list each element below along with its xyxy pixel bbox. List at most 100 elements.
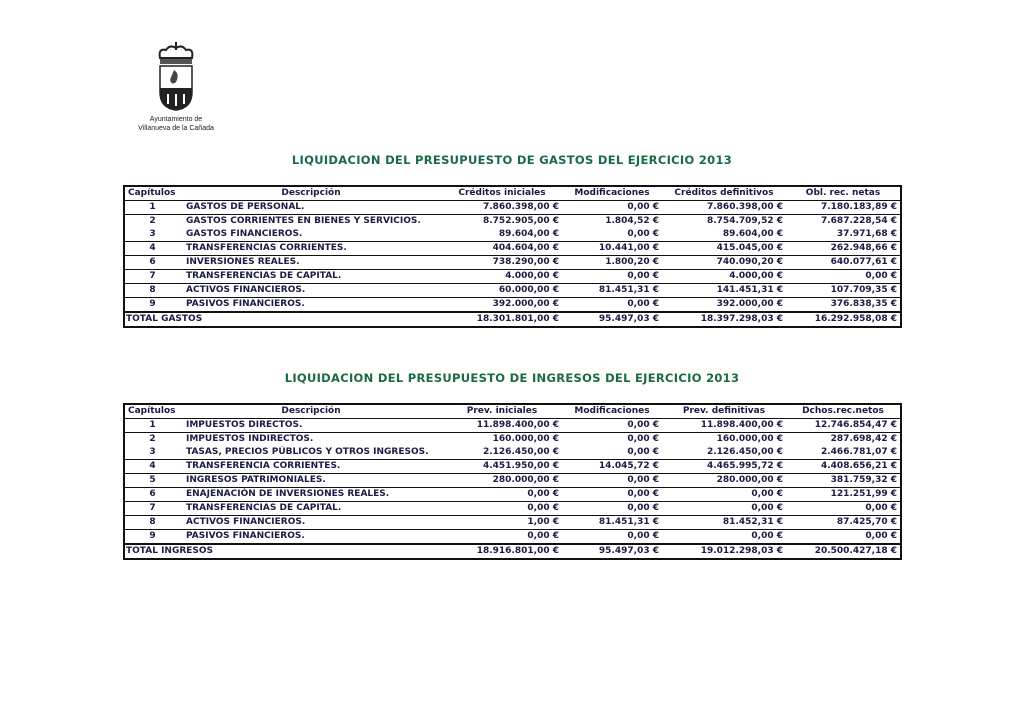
- amount-cell: 392.000,00 €: [442, 297, 562, 312]
- logo-line-1: Ayuntamiento de: [149, 116, 203, 123]
- amount-cell: 4.408.656,21 €: [786, 459, 901, 474]
- chapter-cell: 8: [124, 515, 180, 530]
- column-header: Créditos definitivos: [662, 186, 786, 201]
- description-cell: TRANSFERENCIAS DE CAPITAL.: [180, 269, 442, 284]
- table-row: 3 TASAS, PRECIOS PÚBLICOS Y OTROS INGRESO…: [124, 446, 901, 460]
- amount-cell: 404.604,00 €: [442, 241, 562, 256]
- chapter-cell: 3: [149, 447, 156, 457]
- amount-cell: 1,00 €: [442, 515, 562, 530]
- total-row: TOTAL GASTOS 18.301.801,00 €95.497,03 €18…: [124, 311, 901, 327]
- amount-cell: 4.451.950,00 €: [442, 459, 562, 474]
- amount-cell: 2.126.450,00 €: [706, 447, 783, 457]
- description-cell: GASTOS CORRIENTES EN BIENES Y SERVICIOS.: [180, 214, 442, 228]
- amount-cell: 280.000,00 €: [442, 473, 562, 488]
- total-label: TOTAL GASTOS: [124, 311, 442, 327]
- chapter-cell: 9: [124, 529, 180, 544]
- amount-cell: 0,00 €: [662, 529, 786, 544]
- gastos-title: LIQUIDACION DEL PRESUPUESTO DE GASTOS DE…: [291, 153, 733, 167]
- ingresos-title: LIQUIDACION DEL PRESUPUESTO DE INGRESOS …: [284, 371, 740, 385]
- amount-cell: 14.045,72 €: [562, 459, 662, 474]
- amount-cell: 2.466.781,07 €: [820, 447, 897, 457]
- amount-cell: 0,00 €: [562, 297, 662, 312]
- amount-cell: 160.000,00 €: [442, 432, 562, 446]
- chapter-cell: 4: [124, 459, 180, 474]
- table-row: 1 GASTOS DE PERSONAL. 7.860.398,00 € 0,00 €…: [124, 201, 901, 215]
- description-cell: GASTOS DE PERSONAL.: [186, 202, 305, 212]
- amount-cell: 280.000,00 €: [662, 473, 786, 488]
- table-row: 4 TRANSFERENCIA CORRIENTES. 4.451.950,00 €…: [124, 459, 901, 474]
- table-header-row: Capítulos Descripción Créditos iniciales Mo…: [124, 186, 901, 201]
- amount-cell: 0,00 €: [627, 229, 659, 239]
- amount-cell: 0,00 €: [442, 529, 562, 544]
- total-label: TOTAL INGRESOS: [124, 543, 442, 559]
- column-header: Obl. rec. netas: [786, 186, 901, 201]
- table-row: 2 IMPUESTOS INDIRECTOS. 160.000,00 €0,00 €…: [124, 432, 901, 446]
- table-row: 5 INGRESOS PATRIMONIALES. 280.000,00 €0,00…: [124, 473, 901, 488]
- amount-cell: 287.698,42 €: [786, 432, 901, 446]
- total-amount: 18.301.801,00 €: [442, 311, 562, 327]
- description-cell: GASTOS FINANCIEROS.: [186, 229, 303, 239]
- amount-cell: 7.687.228,54 €: [786, 214, 901, 228]
- total-amount: 16.292.958,08 €: [786, 311, 901, 327]
- description-cell: PASIVOS FINANCIEROS.: [180, 529, 442, 544]
- amount-cell: 1.800,20 €: [562, 255, 662, 270]
- table-row: 4 TRANSFERENCIAS CORRIENTES. 404.604,00 €1…: [124, 241, 901, 256]
- description-cell: IMPUESTOS INDIRECTOS.: [180, 432, 442, 446]
- column-header: Capítulos: [124, 404, 180, 419]
- description-cell: ACTIVOS FINANCIEROS.: [180, 283, 442, 298]
- amount-cell: 4.000,00 €: [442, 269, 562, 284]
- total-amount: 18.397.298,03 €: [662, 311, 786, 327]
- ingresos-table: Capítulos Descripción Prev. iniciales Modif…: [123, 403, 902, 560]
- chapter-cell: 6: [124, 255, 180, 270]
- logo-line-2: Villanueva de la Cañada: [138, 125, 214, 132]
- coat-of-arms-icon: [158, 42, 194, 111]
- amount-cell: 7.860.398,00 €: [482, 202, 559, 212]
- description-cell: TASAS, PRECIOS PÚBLICOS Y OTROS INGRESOS…: [186, 447, 429, 457]
- amount-cell: 8.752.905,00 €: [442, 214, 562, 228]
- table-row: 9 PASIVOS FINANCIEROS. 0,00 €0,00 €0,00 €0…: [124, 529, 901, 544]
- column-header: Descripción: [180, 404, 442, 419]
- description-cell: ENAJENACIÓN DE INVERSIONES REALES.: [180, 487, 442, 502]
- amount-cell: 0,00 €: [627, 420, 659, 430]
- amount-cell: 11.898.400,00 €: [476, 420, 559, 430]
- column-header: Prev. iniciales: [442, 404, 562, 419]
- amount-cell: 7.860.398,00 €: [706, 202, 783, 212]
- chapter-cell: 9: [124, 297, 180, 312]
- amount-cell: 121.251,99 €: [786, 487, 901, 502]
- table-row: 8 ACTIVOS FINANCIEROS. 60.000,00 €81.451,3…: [124, 283, 901, 298]
- amount-cell: 0,00 €: [442, 501, 562, 516]
- column-header: Prev. definitivas: [662, 404, 786, 419]
- amount-cell: 262.948,66 €: [786, 241, 901, 256]
- total-amount: 20.500.427,18 €: [786, 543, 901, 559]
- chapter-cell: 3: [149, 229, 156, 239]
- amount-cell: 0,00 €: [562, 432, 662, 446]
- column-header: Modificaciones: [562, 404, 662, 419]
- description-cell: TRANSFERENCIAS DE CAPITAL.: [180, 501, 442, 516]
- chapter-cell: 6: [124, 487, 180, 502]
- amount-cell: 0,00 €: [786, 529, 901, 544]
- table-row: 6 INVERSIONES REALES. 738.290,00 €1.800,20…: [124, 255, 901, 270]
- table-row: 3 GASTOS FINANCIEROS. 89.604,00 € 0,00 € 89.…: [124, 228, 901, 242]
- table-row: 9 PASIVOS FINANCIEROS. 392.000,00 €0,00 €3…: [124, 297, 901, 312]
- column-header: Dchos.rec.netos: [786, 404, 901, 419]
- amount-cell: 376.838,35 €: [786, 297, 901, 312]
- amount-cell: 1.804,52 €: [562, 214, 662, 228]
- amount-cell: 0,00 €: [786, 501, 901, 516]
- table-row: 7 TRANSFERENCIAS DE CAPITAL. 0,00 €0,00 €0…: [124, 501, 901, 516]
- municipal-coat-of-arms-logo: Ayuntamiento de Villanueva de la Cañada: [128, 42, 224, 133]
- total-row: TOTAL INGRESOS 18.916.801,00 €95.497,03 €…: [124, 543, 901, 559]
- column-header: Descripción: [180, 186, 442, 201]
- amount-cell: 0,00 €: [662, 501, 786, 516]
- amount-cell: 0,00 €: [562, 529, 662, 544]
- chapter-cell: 7: [124, 269, 180, 284]
- column-header: Capítulos: [124, 186, 180, 201]
- amount-cell: 37.971,68 €: [836, 229, 897, 239]
- table-header-row: Capítulos Descripción Prev. iniciales Modif…: [124, 404, 901, 419]
- chapter-cell: 7: [124, 501, 180, 516]
- amount-cell: 4.465.995,72 €: [662, 459, 786, 474]
- chapter-cell: 4: [124, 241, 180, 256]
- amount-cell: 415.045,00 €: [662, 241, 786, 256]
- table-row: 6 ENAJENACIÓN DE INVERSIONES REALES. 0,00 …: [124, 487, 901, 502]
- amount-cell: 10.441,00 €: [562, 241, 662, 256]
- amount-cell: 740.090,20 €: [662, 255, 786, 270]
